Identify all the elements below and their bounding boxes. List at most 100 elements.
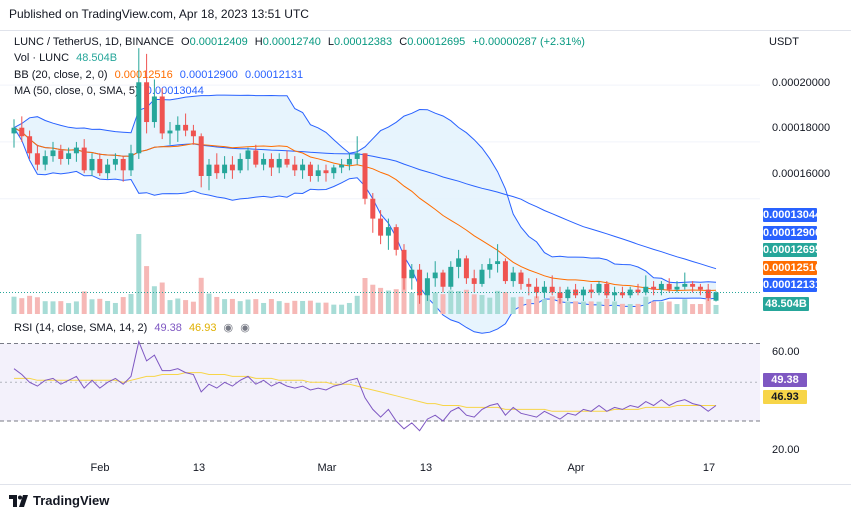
volume-bar: [175, 298, 181, 314]
legend-vol-label[interactable]: Vol · LUNC: [14, 52, 70, 64]
legend-bb-label[interactable]: BB (20, close, 2, 0): [14, 69, 108, 81]
rsi-ma-value-tag: 46.93: [763, 390, 807, 404]
candle-body: [401, 249, 407, 279]
volume-bar: [604, 298, 610, 314]
volume-bar: [331, 304, 337, 314]
volume-bar: [315, 302, 321, 314]
y-tick: 0.00020000: [772, 77, 831, 89]
candle-body: [214, 164, 220, 174]
candle-body: [674, 286, 680, 290]
candle-body: [229, 164, 235, 171]
candle-body: [323, 170, 329, 174]
tradingview-brand[interactable]: TradingView: [9, 493, 109, 508]
volume-bar: [292, 300, 298, 314]
volume-bar: [237, 301, 243, 314]
candle-body: [378, 218, 384, 236]
candle-body: [11, 127, 17, 134]
candle-body: [183, 124, 189, 131]
candle-body: [448, 266, 454, 287]
eye-icon[interactable]: ◉: [223, 322, 234, 334]
candle-body: [432, 272, 438, 279]
candle-body: [697, 286, 703, 290]
candle-body: [424, 278, 430, 296]
volume-bar: [643, 296, 649, 314]
candle-body: [253, 150, 259, 165]
candle-body: [190, 130, 196, 137]
candle-body: [690, 283, 696, 287]
candle-body: [651, 286, 657, 290]
candle-body: [666, 283, 672, 290]
candle-body: [557, 292, 563, 299]
volume-bar: [573, 301, 579, 314]
volume-bar: [495, 290, 501, 314]
volume-bar: [510, 297, 516, 314]
bb-upper-price-tag: 0.00012900: [763, 226, 822, 240]
volume-bar: [183, 300, 189, 314]
volume-bar: [479, 295, 485, 314]
candle-body: [136, 82, 142, 154]
candle-body: [565, 289, 571, 299]
volume-bar: [136, 234, 142, 314]
volume-bar: [596, 301, 602, 314]
candle-body: [167, 130, 173, 134]
candle-body: [19, 127, 25, 137]
legend-close-label: C: [399, 36, 408, 48]
legend-close: 0.00012695: [407, 36, 466, 48]
candle-body: [354, 153, 360, 159]
candle-body: [339, 164, 345, 168]
volume-bar: [424, 289, 430, 314]
legend-ma-label[interactable]: MA (50, close, 0, SMA, 5): [14, 85, 139, 97]
candle-body: [120, 158, 126, 171]
x-label: 17: [702, 462, 716, 474]
volume-bar: [42, 301, 48, 314]
volume-bar: [658, 301, 664, 314]
candle-body: [27, 136, 33, 154]
candle-body: [612, 292, 618, 296]
candle-body: [315, 170, 321, 176]
volume-bar: [190, 301, 196, 314]
last-price-tag: 0.00012695: [763, 243, 822, 257]
legend-volume: Vol · LUNC 48.504B: [14, 52, 121, 64]
volume-bar: [50, 301, 56, 314]
candle-body: [34, 153, 40, 165]
volume-bar: [261, 302, 267, 314]
tradingview-logo-icon: [9, 494, 28, 507]
volume-bar: [307, 300, 313, 314]
volume-bar: [635, 303, 641, 314]
y-tick: 0.00018000: [772, 122, 831, 134]
legend-rsi-label[interactable]: RSI (14, close, SMA, 14, 2): [14, 322, 148, 334]
candle-body: [237, 158, 243, 171]
candle-body: [307, 164, 313, 176]
candle-body: [502, 261, 508, 282]
candle-body: [276, 158, 282, 168]
volume-bar: [588, 301, 594, 314]
volume-bar: [73, 301, 79, 314]
volume-bar: [432, 292, 438, 314]
legend-symbol[interactable]: LUNC / TetherUS, 1D, BINANCE: [14, 36, 174, 48]
rsi-line: [13, 339, 717, 432]
candle-body: [245, 150, 251, 159]
volume-bar: [393, 289, 399, 314]
candle-body: [66, 153, 72, 159]
legend-low: 0.00012383: [334, 36, 393, 48]
volume-bar: [120, 297, 126, 314]
candle-body: [370, 198, 376, 219]
legend-high: 0.00012740: [262, 36, 321, 48]
legend-rsi: RSI (14, close, SMA, 14, 2) 49.38 46.93 …: [14, 321, 254, 334]
candle-body: [198, 136, 204, 176]
candle-body: [604, 283, 610, 296]
volume-bar: [619, 303, 625, 314]
candle-body: [81, 147, 87, 171]
candle-body: [573, 289, 579, 296]
volume-bar: [448, 290, 454, 314]
settings-icon[interactable]: ◉: [240, 322, 250, 334]
volume-bar: [534, 296, 540, 314]
candle-body: [385, 227, 391, 236]
legend-ma-value: 0.00013044: [145, 85, 204, 97]
candle-body: [128, 153, 134, 171]
volume-tag: 48.504B: [763, 297, 809, 311]
volume-bar: [354, 295, 360, 314]
volume-bar: [651, 301, 657, 314]
volume-bar: [323, 302, 329, 314]
